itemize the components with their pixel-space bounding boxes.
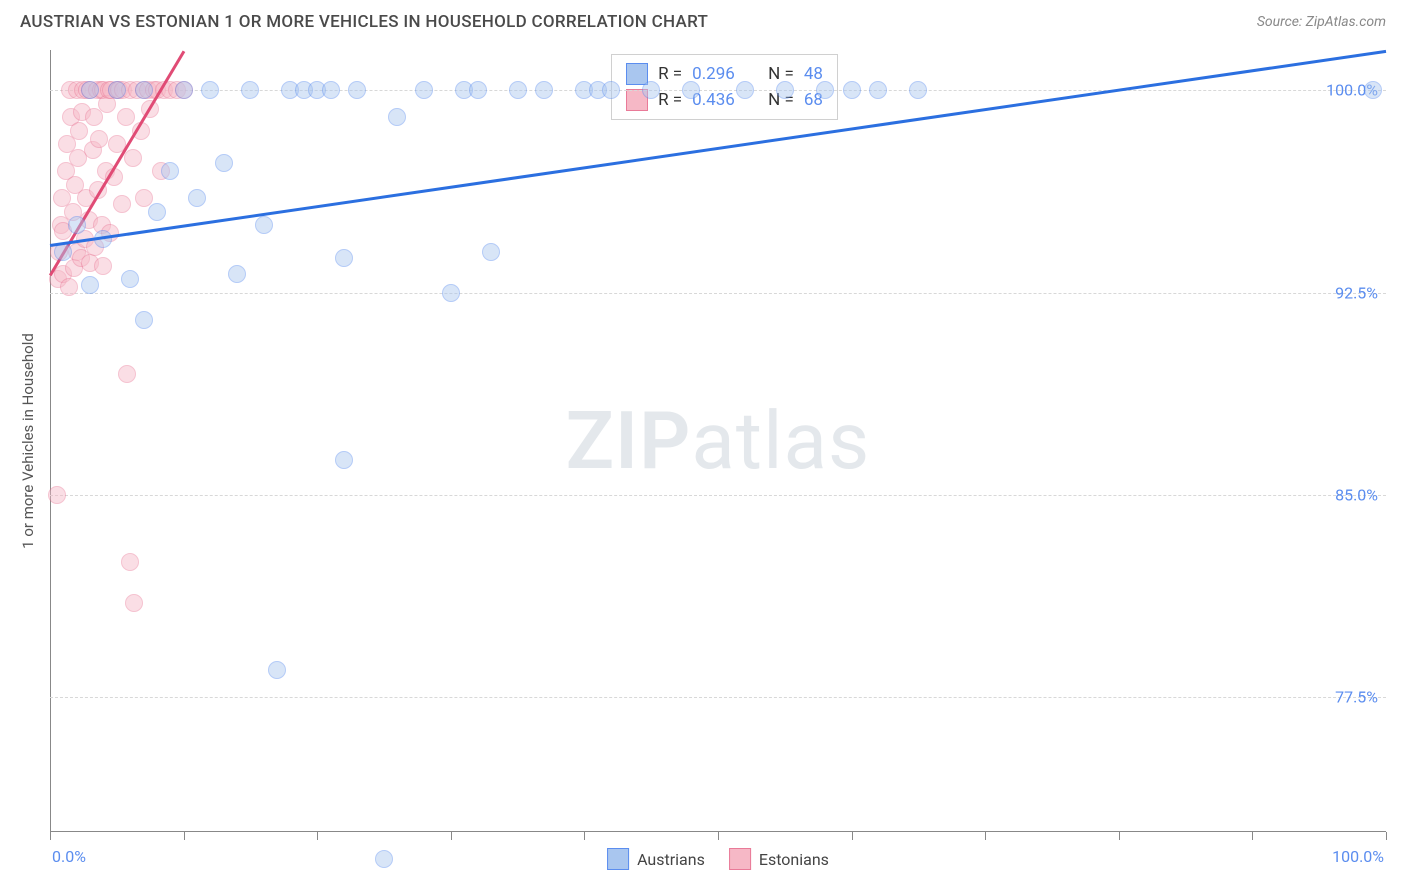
data-point-estonians — [48, 486, 66, 504]
x-tick — [718, 832, 719, 840]
gridline — [50, 495, 1386, 496]
data-point-estonians — [94, 257, 112, 275]
watermark: ZIPatlas — [566, 394, 871, 488]
x-tick — [184, 832, 185, 840]
x-tick — [317, 832, 318, 840]
y-tick-label: 77.5% — [1335, 688, 1378, 707]
y-axis — [50, 50, 51, 832]
bottom-legend: Austrians Estonians — [607, 848, 829, 870]
data-point-austrians — [509, 81, 527, 99]
data-point-austrians — [54, 243, 72, 261]
data-point-estonians — [85, 108, 103, 126]
data-point-austrians — [375, 850, 393, 868]
x-max-label: 100.0% — [1332, 847, 1384, 866]
source-label: Source: ZipAtlas.com — [1257, 14, 1386, 30]
data-point-austrians — [816, 81, 834, 99]
data-point-austrians — [255, 216, 273, 234]
swatch-austrians — [626, 63, 648, 85]
data-point-austrians — [335, 249, 353, 267]
title-bar: AUSTRIAN VS ESTONIAN 1 OR MORE VEHICLES … — [0, 0, 1406, 36]
y-tick-label: 92.5% — [1335, 283, 1378, 302]
legend-swatch-austrians — [607, 848, 629, 870]
data-point-austrians — [335, 451, 353, 469]
x-tick — [985, 832, 986, 840]
data-point-estonians — [113, 195, 131, 213]
data-point-estonians — [117, 108, 135, 126]
data-point-austrians — [81, 276, 99, 294]
data-point-austrians — [642, 81, 660, 99]
x-tick — [852, 832, 853, 840]
x-tick — [584, 832, 585, 840]
x-tick — [1386, 832, 1387, 840]
data-point-estonians — [121, 553, 139, 571]
data-point-austrians — [869, 81, 887, 99]
data-point-austrians — [215, 154, 233, 172]
data-point-austrians — [241, 81, 259, 99]
data-point-austrians — [535, 81, 553, 99]
data-point-estonians — [70, 122, 88, 140]
data-point-austrians — [228, 265, 246, 283]
data-point-austrians — [135, 311, 153, 329]
data-point-austrians — [348, 81, 366, 99]
y-axis-title: 1 or more Vehicles in Household — [19, 333, 37, 549]
data-point-austrians — [322, 81, 340, 99]
data-point-austrians — [736, 81, 754, 99]
y-tick-label: 85.0% — [1335, 485, 1378, 504]
data-point-austrians — [909, 81, 927, 99]
legend-label-austrians: Austrians — [637, 850, 705, 869]
gridline — [50, 293, 1386, 294]
data-point-austrians — [843, 81, 861, 99]
legend-item-estonians: Estonians — [729, 848, 829, 870]
data-point-austrians — [1364, 81, 1382, 99]
legend-item-austrians: Austrians — [607, 848, 705, 870]
legend-swatch-estonians — [729, 848, 751, 870]
data-point-austrians — [388, 108, 406, 126]
data-point-austrians — [188, 189, 206, 207]
data-point-austrians — [68, 216, 86, 234]
data-point-austrians — [175, 81, 193, 99]
data-point-austrians — [108, 81, 126, 99]
x-tick — [1119, 832, 1120, 840]
x-tick — [1252, 832, 1253, 840]
x-tick — [50, 832, 51, 840]
data-point-austrians — [682, 81, 700, 99]
data-point-estonians — [118, 365, 136, 383]
data-point-austrians — [81, 81, 99, 99]
plot-area: 1 or more Vehicles in Household ZIPatlas… — [50, 50, 1386, 832]
data-point-austrians — [602, 81, 620, 99]
data-point-austrians — [268, 661, 286, 679]
data-point-austrians — [442, 284, 460, 302]
data-point-austrians — [469, 81, 487, 99]
x-tick — [451, 832, 452, 840]
x-min-label: 0.0% — [52, 847, 86, 866]
gridline — [50, 697, 1386, 698]
data-point-austrians — [415, 81, 433, 99]
data-point-estonians — [125, 594, 143, 612]
data-point-austrians — [121, 270, 139, 288]
chart-title: AUSTRIAN VS ESTONIAN 1 OR MORE VEHICLES … — [20, 12, 708, 32]
data-point-austrians — [135, 81, 153, 99]
data-point-austrians — [482, 243, 500, 261]
data-point-estonians — [60, 278, 78, 296]
data-point-austrians — [201, 81, 219, 99]
legend-label-estonians: Estonians — [759, 850, 829, 869]
data-point-estonians — [90, 130, 108, 148]
data-point-austrians — [148, 203, 166, 221]
data-point-austrians — [161, 162, 179, 180]
data-point-estonians — [124, 149, 142, 167]
data-point-austrians — [776, 81, 794, 99]
